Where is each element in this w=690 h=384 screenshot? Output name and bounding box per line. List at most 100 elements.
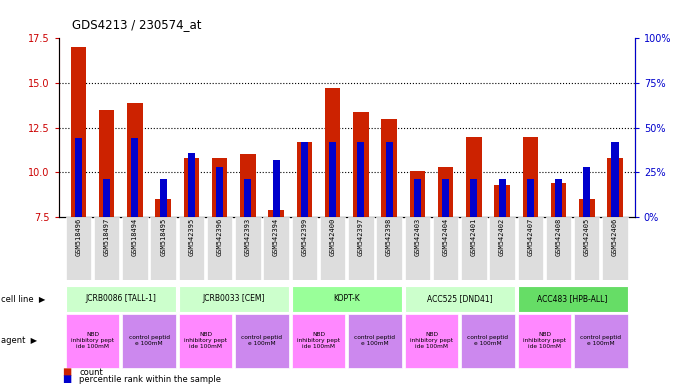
Bar — [70, 47, 86, 217]
Text: GSM542404: GSM542404 — [442, 218, 448, 257]
FancyBboxPatch shape — [179, 217, 204, 280]
Text: GDS4213 / 230574_at: GDS4213 / 230574_at — [72, 18, 202, 31]
FancyBboxPatch shape — [518, 286, 628, 311]
Bar — [386, 142, 393, 217]
FancyBboxPatch shape — [292, 217, 317, 280]
Bar — [526, 179, 534, 217]
Bar — [184, 158, 199, 217]
Bar — [159, 179, 167, 217]
Bar — [551, 183, 566, 217]
Text: GSM542407: GSM542407 — [527, 218, 533, 257]
Text: GSM518495: GSM518495 — [160, 218, 166, 257]
Bar — [442, 179, 449, 217]
Text: control peptid
e 100mM: control peptid e 100mM — [467, 335, 509, 346]
Text: NBD
inhibitory pept
ide 100mM: NBD inhibitory pept ide 100mM — [297, 332, 340, 349]
Text: control peptid
e 100mM: control peptid e 100mM — [580, 335, 622, 346]
Text: KOPT-K: KOPT-K — [333, 294, 360, 303]
FancyBboxPatch shape — [602, 217, 628, 280]
FancyBboxPatch shape — [518, 217, 543, 280]
Bar — [99, 110, 115, 217]
FancyBboxPatch shape — [348, 217, 373, 280]
Text: NBD
inhibitory pept
ide 100mM: NBD inhibitory pept ide 100mM — [523, 332, 566, 349]
Text: GSM542398: GSM542398 — [386, 218, 392, 257]
Text: GSM542393: GSM542393 — [245, 218, 251, 257]
FancyBboxPatch shape — [376, 217, 402, 280]
FancyBboxPatch shape — [235, 217, 261, 280]
FancyBboxPatch shape — [122, 314, 176, 367]
Text: NBD
inhibitory pept
ide 100mM: NBD inhibitory pept ide 100mM — [71, 332, 114, 349]
Bar — [353, 112, 368, 217]
Bar — [494, 185, 510, 217]
Text: percentile rank within the sample: percentile rank within the sample — [79, 374, 221, 384]
Bar — [579, 199, 595, 217]
Text: GSM542400: GSM542400 — [330, 218, 335, 257]
FancyBboxPatch shape — [66, 314, 119, 367]
Text: NBD
inhibitory pept
ide 100mM: NBD inhibitory pept ide 100mM — [410, 332, 453, 349]
Text: GSM518494: GSM518494 — [132, 218, 138, 257]
Text: GSM542396: GSM542396 — [217, 218, 223, 257]
Bar — [471, 179, 477, 217]
FancyBboxPatch shape — [574, 314, 628, 367]
Bar — [357, 142, 364, 217]
Bar — [414, 179, 421, 217]
Bar — [155, 199, 171, 217]
Text: NBD
inhibitory pept
ide 100mM: NBD inhibitory pept ide 100mM — [184, 332, 227, 349]
FancyBboxPatch shape — [433, 217, 458, 280]
Bar — [499, 179, 506, 217]
Bar — [297, 142, 312, 217]
Bar — [75, 138, 82, 217]
Text: GSM542394: GSM542394 — [273, 218, 279, 257]
FancyBboxPatch shape — [461, 314, 515, 367]
Bar — [325, 88, 340, 217]
Bar — [410, 170, 425, 217]
Text: GSM518497: GSM518497 — [104, 218, 110, 257]
Bar — [240, 154, 255, 217]
Text: ACC483 [HPB-ALL]: ACC483 [HPB-ALL] — [538, 294, 608, 303]
Bar — [522, 137, 538, 217]
FancyBboxPatch shape — [179, 286, 289, 311]
Bar — [188, 153, 195, 217]
Bar — [607, 158, 623, 217]
FancyBboxPatch shape — [574, 217, 600, 280]
FancyBboxPatch shape — [66, 286, 176, 311]
Text: cell line  ▶: cell line ▶ — [1, 294, 46, 303]
Text: agent  ▶: agent ▶ — [1, 336, 37, 345]
Bar — [382, 119, 397, 217]
FancyBboxPatch shape — [404, 286, 515, 311]
FancyBboxPatch shape — [264, 217, 289, 280]
FancyBboxPatch shape — [150, 217, 176, 280]
Text: control peptid
e 100mM: control peptid e 100mM — [355, 335, 395, 346]
FancyBboxPatch shape — [348, 314, 402, 367]
FancyBboxPatch shape — [489, 217, 515, 280]
Text: control peptid
e 100mM: control peptid e 100mM — [241, 335, 282, 346]
Bar — [555, 179, 562, 217]
FancyBboxPatch shape — [518, 314, 571, 367]
Bar — [268, 210, 284, 217]
FancyBboxPatch shape — [404, 314, 458, 367]
FancyBboxPatch shape — [292, 314, 345, 367]
Bar — [244, 179, 251, 217]
Text: control peptid
e 100mM: control peptid e 100mM — [128, 335, 170, 346]
Text: GSM542399: GSM542399 — [302, 218, 307, 257]
Text: GSM542403: GSM542403 — [414, 218, 420, 257]
FancyBboxPatch shape — [320, 217, 345, 280]
Bar — [273, 160, 279, 217]
FancyBboxPatch shape — [179, 314, 233, 367]
Bar — [583, 167, 591, 217]
Bar — [466, 137, 482, 217]
Text: ■: ■ — [62, 374, 71, 384]
Bar — [212, 158, 228, 217]
Text: GSM542402: GSM542402 — [499, 218, 505, 257]
Text: GSM542406: GSM542406 — [612, 218, 618, 257]
Bar — [103, 179, 110, 217]
Bar — [127, 103, 143, 217]
FancyBboxPatch shape — [404, 217, 430, 280]
FancyBboxPatch shape — [122, 217, 148, 280]
FancyBboxPatch shape — [66, 217, 91, 280]
Text: ■: ■ — [62, 367, 71, 377]
FancyBboxPatch shape — [235, 314, 289, 367]
Text: GSM542405: GSM542405 — [584, 218, 590, 257]
Text: JCRB0086 [TALL-1]: JCRB0086 [TALL-1] — [86, 294, 156, 303]
FancyBboxPatch shape — [207, 217, 233, 280]
Bar — [301, 142, 308, 217]
